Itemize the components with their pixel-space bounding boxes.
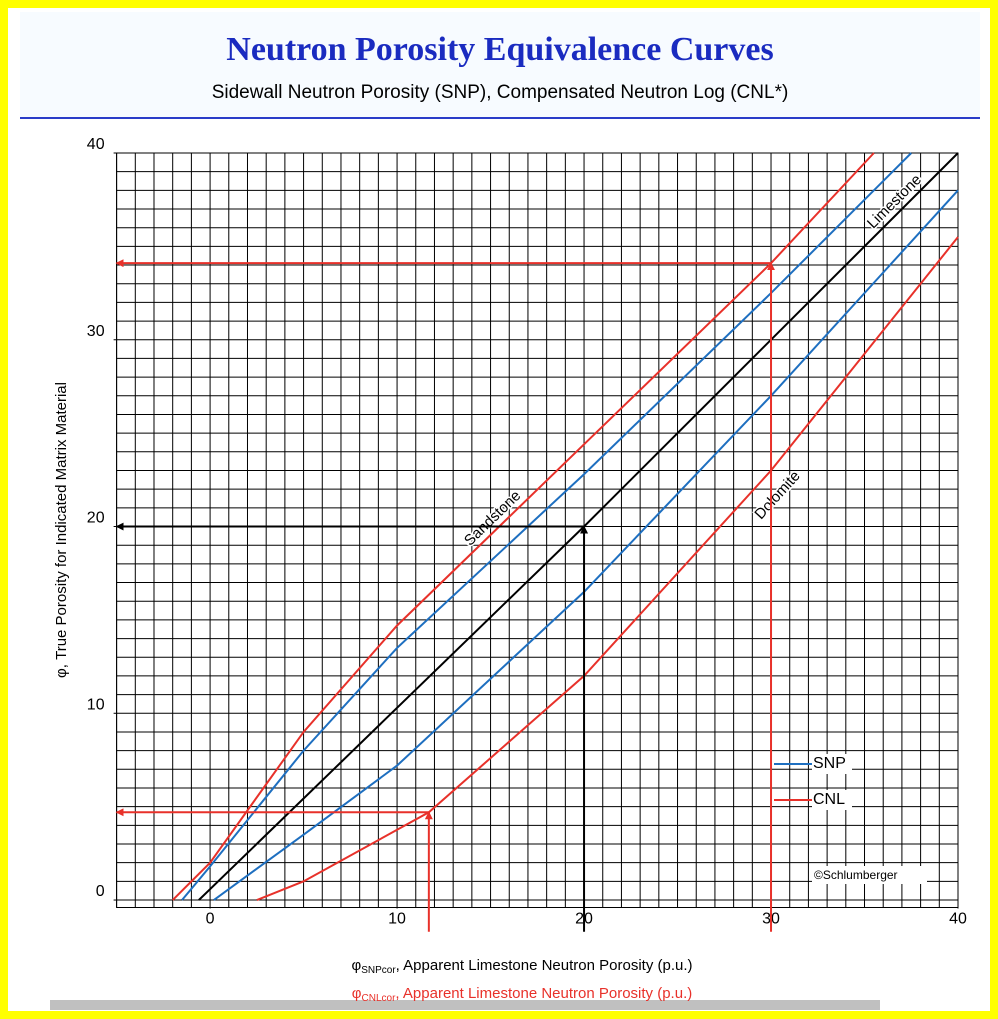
x-tick-label: 40 <box>949 911 967 928</box>
scrollbar <box>50 1000 880 1010</box>
x-axis-label-text: , Apparent Limestone Neutron Porosity (p… <box>395 985 692 1002</box>
x-axis-label-symbol: φ <box>351 957 361 974</box>
legend-label: CNL <box>813 791 845 808</box>
x-tick-label: 0 <box>206 911 215 928</box>
x-tick-label-bg <box>383 908 412 931</box>
header-bg <box>20 12 980 118</box>
x-tick-label-bg <box>196 908 225 931</box>
y-tick-label: 40 <box>87 136 105 153</box>
credit-bg <box>812 866 927 884</box>
credit: ©Schlumberger <box>814 868 898 882</box>
y-tick-label: 10 <box>87 696 105 713</box>
y-tick-label: 30 <box>87 323 105 340</box>
x-axis-label-sub: CNLcor <box>362 993 397 1004</box>
x-axis-label-sub: SNPcor <box>361 965 396 976</box>
x-axis-label: φSNPcor, Apparent Limestone Neutron Poro… <box>351 957 692 976</box>
y-tick-label: 20 <box>87 510 105 527</box>
legend-bg <box>812 754 852 774</box>
curve <box>256 236 959 901</box>
x-tick-label: 10 <box>388 911 406 928</box>
x-axis-label-text: , Apparent Limestone Neutron Porosity (p… <box>396 957 693 974</box>
x-axis-label-symbol: φ <box>352 985 362 1002</box>
legend-label: SNP <box>813 755 846 772</box>
y-axis-label: φ, True Porosity for Indicated Matrix Ma… <box>53 382 70 678</box>
curve <box>213 189 959 901</box>
x-tick-label-bg <box>944 908 972 931</box>
chart-subtitle: Sidewall Neutron Porosity (SNP), Compens… <box>212 82 789 103</box>
y-tick-label: 0 <box>96 883 105 900</box>
x-axis-label: φCNLcor, Apparent Limestone Neutron Poro… <box>352 985 692 1004</box>
chart-title: Neutron Porosity Equivalence Curves <box>226 31 773 68</box>
legend-bg <box>812 790 852 810</box>
